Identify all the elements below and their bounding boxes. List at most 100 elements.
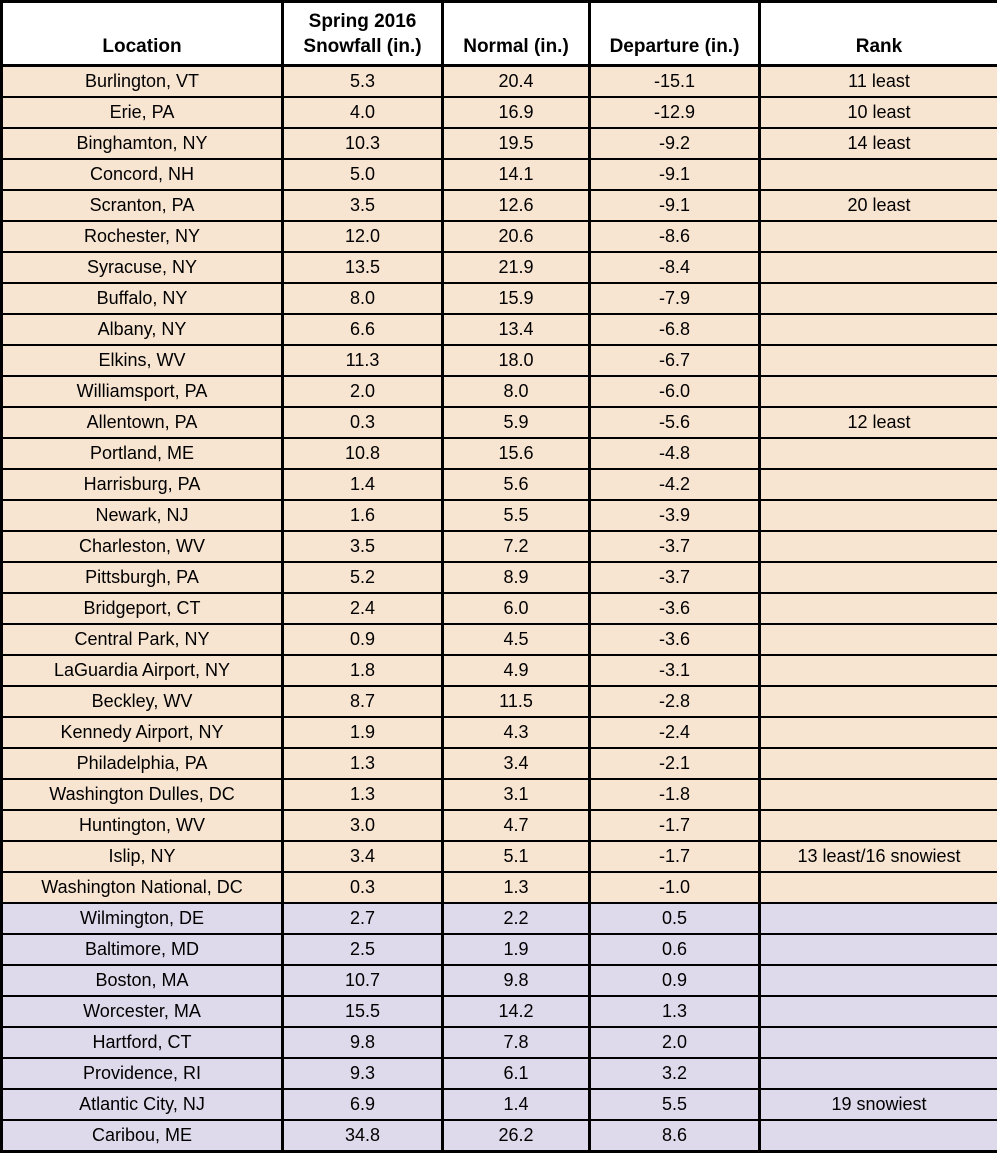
cell-normal: 16.9: [441, 96, 591, 129]
cell-snowfall: 2.0: [281, 375, 444, 408]
cell-rank: 11 least: [758, 64, 997, 98]
cell-normal: 4.9: [441, 654, 591, 687]
cell-departure: -3.9: [588, 499, 761, 532]
cell-normal: 20.4: [441, 64, 591, 98]
cell-snowfall: 8.0: [281, 282, 444, 315]
cell-location: Caribou, ME: [0, 1119, 284, 1153]
cell-normal: 15.9: [441, 282, 591, 315]
cell-snowfall: 1.4: [281, 468, 444, 501]
cell-location: Scranton, PA: [0, 189, 284, 222]
table-row: Islip, NY 3.4 5.1 -1.7 13 least/16 snowiest: [0, 840, 997, 873]
cell-rank: [758, 902, 997, 935]
cell-location: Newark, NJ: [0, 499, 284, 532]
cell-location: Providence, RI: [0, 1057, 284, 1090]
cell-snowfall: 10.7: [281, 964, 444, 997]
cell-departure: 2.0: [588, 1026, 761, 1059]
cell-rank: [758, 871, 997, 904]
cell-snowfall: 9.3: [281, 1057, 444, 1090]
table-row: Syracuse, NY 13.5 21.9 -8.4: [0, 251, 997, 284]
cell-location: Beckley, WV: [0, 685, 284, 718]
cell-rank: [758, 809, 997, 842]
cell-rank: [758, 1119, 997, 1153]
cell-normal: 11.5: [441, 685, 591, 718]
cell-departure: -3.6: [588, 623, 761, 656]
cell-rank: [758, 220, 997, 253]
table-row: Beckley, WV 8.7 11.5 -2.8: [0, 685, 997, 718]
table-header: Location Spring 2016 Snowfall (in.) Norm…: [0, 0, 997, 67]
table-row: Binghamton, NY 10.3 19.5 -9.2 14 least: [0, 127, 997, 160]
cell-departure: -8.4: [588, 251, 761, 284]
cell-location: Atlantic City, NJ: [0, 1088, 284, 1121]
table-row: Harrisburg, PA 1.4 5.6 -4.2: [0, 468, 997, 501]
table-row: Rochester, NY 12.0 20.6 -8.6: [0, 220, 997, 253]
cell-location: Erie, PA: [0, 96, 284, 129]
table-row: Bridgeport, CT 2.4 6.0 -3.6: [0, 592, 997, 625]
cell-snowfall: 15.5: [281, 995, 444, 1028]
table-row: Buffalo, NY 8.0 15.9 -7.9: [0, 282, 997, 315]
cell-snowfall: 1.9: [281, 716, 444, 749]
cell-rank: [758, 747, 997, 780]
cell-departure: -9.1: [588, 158, 761, 191]
cell-location: Huntington, WV: [0, 809, 284, 842]
cell-snowfall: 0.3: [281, 406, 444, 439]
cell-location: Rochester, NY: [0, 220, 284, 253]
cell-rank: 12 least: [758, 406, 997, 439]
cell-rank: [758, 592, 997, 625]
cell-departure: 8.6: [588, 1119, 761, 1153]
cell-snowfall: 1.8: [281, 654, 444, 687]
cell-departure: -12.9: [588, 96, 761, 129]
cell-location: Boston, MA: [0, 964, 284, 997]
cell-rank: [758, 499, 997, 532]
cell-rank: [758, 716, 997, 749]
cell-snowfall: 2.7: [281, 902, 444, 935]
table-row: Newark, NJ 1.6 5.5 -3.9: [0, 499, 997, 532]
cell-departure: -4.8: [588, 437, 761, 470]
table-row: Washington Dulles, DC 1.3 3.1 -1.8: [0, 778, 997, 811]
cell-normal: 4.5: [441, 623, 591, 656]
cell-normal: 7.8: [441, 1026, 591, 1059]
cell-snowfall: 11.3: [281, 344, 444, 377]
cell-normal: 9.8: [441, 964, 591, 997]
cell-normal: 7.2: [441, 530, 591, 563]
cell-normal: 8.0: [441, 375, 591, 408]
cell-location: Worcester, MA: [0, 995, 284, 1028]
table-row: Concord, NH 5.0 14.1 -9.1: [0, 158, 997, 191]
table-row: Williamsport, PA 2.0 8.0 -6.0: [0, 375, 997, 408]
table-row: Philadelphia, PA 1.3 3.4 -2.1: [0, 747, 997, 780]
cell-departure: -3.7: [588, 561, 761, 594]
cell-normal: 26.2: [441, 1119, 591, 1153]
cell-location: Baltimore, MD: [0, 933, 284, 966]
cell-rank: [758, 685, 997, 718]
cell-normal: 15.6: [441, 437, 591, 470]
cell-snowfall: 4.0: [281, 96, 444, 129]
table-row: Charleston, WV 3.5 7.2 -3.7: [0, 530, 997, 563]
cell-snowfall: 8.7: [281, 685, 444, 718]
cell-snowfall: 0.9: [281, 623, 444, 656]
table-body: Burlington, VT 5.3 20.4 -15.1 11 least Erie, …: [0, 64, 997, 1153]
cell-snowfall: 34.8: [281, 1119, 444, 1153]
cell-snowfall: 1.3: [281, 778, 444, 811]
cell-rank: [758, 778, 997, 811]
cell-rank: [758, 623, 997, 656]
cell-normal: 21.9: [441, 251, 591, 284]
cell-snowfall: 6.9: [281, 1088, 444, 1121]
cell-location: Pittsburgh, PA: [0, 561, 284, 594]
cell-normal: 13.4: [441, 313, 591, 346]
table-row: Burlington, VT 5.3 20.4 -15.1 11 least: [0, 64, 997, 98]
cell-departure: -1.0: [588, 871, 761, 904]
cell-departure: -8.6: [588, 220, 761, 253]
cell-snowfall: 0.3: [281, 871, 444, 904]
header-row: Location Spring 2016 Snowfall (in.) Norm…: [0, 0, 997, 67]
cell-rank: [758, 282, 997, 315]
cell-departure: -4.2: [588, 468, 761, 501]
cell-snowfall: 10.3: [281, 127, 444, 160]
table-row: Hartford, CT 9.8 7.8 2.0: [0, 1026, 997, 1059]
cell-normal: 5.1: [441, 840, 591, 873]
cell-departure: -1.7: [588, 840, 761, 873]
cell-location: LaGuardia Airport, NY: [0, 654, 284, 687]
table-row: Portland, ME 10.8 15.6 -4.8: [0, 437, 997, 470]
header-normal: Normal (in.): [441, 0, 591, 67]
cell-normal: 20.6: [441, 220, 591, 253]
cell-departure: 1.3: [588, 995, 761, 1028]
cell-normal: 5.9: [441, 406, 591, 439]
